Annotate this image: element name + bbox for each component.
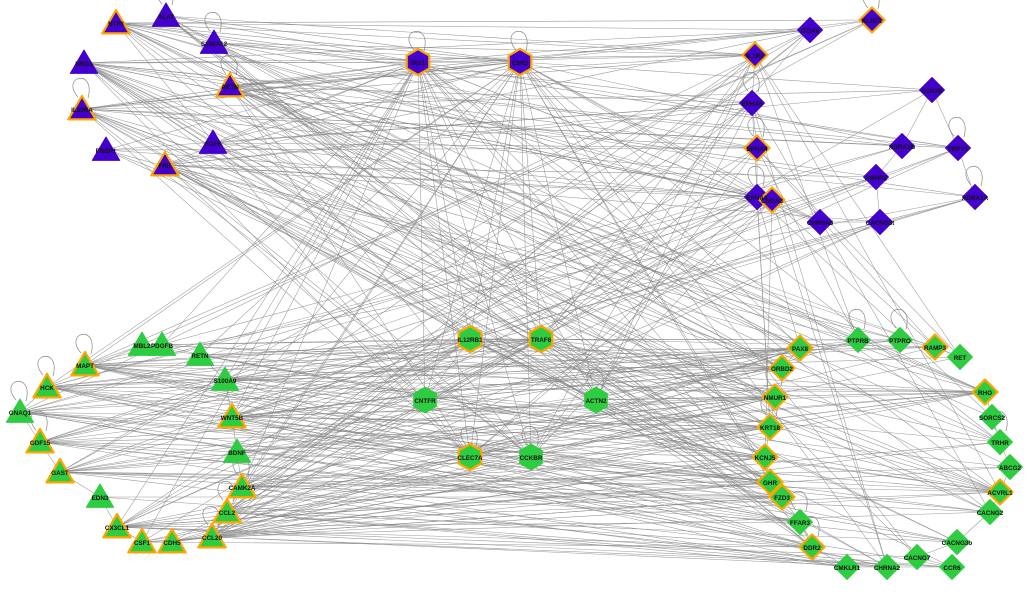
svg-text:FGF9: FGF9 [205, 141, 222, 148]
svg-text:CX3CL1: CX3CL1 [105, 525, 130, 532]
svg-text:ADRA1A: ADRA1A [962, 195, 989, 202]
svg-text:TRHR: TRHR [991, 440, 1009, 447]
svg-text:MBL2: MBL2 [133, 343, 151, 350]
svg-text:RAMP3: RAMP3 [924, 345, 947, 352]
svg-text:FFAR3: FFAR3 [790, 520, 810, 527]
svg-text:PTPRB: PTPRB [847, 338, 869, 345]
svg-text:BDNF: BDNF [228, 450, 246, 457]
svg-text:PTPRO: PTPRO [889, 338, 911, 345]
svg-text:GNAQ1: GNAQ1 [9, 410, 32, 417]
svg-text:KLRF1: KLRF1 [862, 18, 883, 25]
svg-text:CCL20: CCL20 [202, 535, 222, 542]
svg-text:CCKBR: CCKBR [520, 455, 543, 462]
svg-text:DDR2: DDR2 [803, 545, 821, 552]
svg-text:PAX8: PAX8 [792, 346, 808, 353]
svg-text:FZD3: FZD3 [774, 495, 790, 502]
svg-text:S100A9: S100A9 [214, 378, 237, 385]
svg-text:NTF3: NTF3 [108, 21, 124, 28]
svg-text:CACNG7: CACNG7 [904, 555, 931, 562]
svg-text:RET: RET [954, 355, 967, 362]
svg-text:ADRA1B: ADRA1B [889, 144, 916, 151]
svg-text:IL12RB1: IL12RB1 [457, 337, 483, 344]
svg-text:S100A12: S100A12 [201, 41, 228, 48]
svg-text:CHRNA5: CHRNA5 [807, 220, 834, 227]
svg-text:MAPT: MAPT [76, 363, 94, 370]
svg-text:FNBP1: FNBP1 [96, 148, 117, 155]
svg-text:EPHA4: EPHA4 [747, 146, 768, 153]
svg-text:EDN3: EDN3 [92, 495, 109, 502]
svg-text:EPHA5: EPHA5 [742, 101, 763, 108]
svg-text:IL20RA: IL20RA [71, 107, 93, 114]
svg-text:CACNG3b: CACNG3b [942, 540, 973, 547]
svg-text:GHR: GHR [763, 480, 777, 487]
svg-text:ABCG2: ABCG2 [999, 465, 1022, 472]
svg-text:SCN3B: SCN3B [921, 88, 943, 95]
svg-text:CDH5: CDH5 [163, 540, 181, 547]
svg-text:CHRNA2: CHRNA2 [874, 565, 901, 572]
svg-text:ACTN2: ACTN2 [586, 398, 607, 405]
svg-text:ARTN: ARTN [221, 84, 239, 91]
svg-text:ALAT: ALAT [158, 14, 174, 21]
svg-text:PDGFB: PDGFB [151, 343, 173, 350]
svg-text:SORCS2: SORCS2 [979, 415, 1005, 422]
svg-text:WNT5B: WNT5B [221, 415, 244, 422]
svg-text:CNTFR: CNTFR [414, 398, 436, 405]
svg-text:FRK: FRK [159, 163, 172, 170]
svg-text:ACVRL1: ACVRL1 [987, 490, 1013, 497]
svg-text:CSF1: CSF1 [134, 540, 151, 547]
svg-text:NRG1: NRG1 [75, 61, 93, 68]
svg-text:NMUR1: NMUR1 [764, 395, 787, 402]
svg-text:IL1R2: IL1R2 [746, 53, 764, 60]
svg-text:TRPV1: TRPV1 [948, 146, 969, 153]
svg-text:CACNG2: CACNG2 [977, 510, 1004, 517]
svg-text:IRS1: IRS1 [411, 60, 425, 67]
svg-text:GAST: GAST [51, 470, 69, 477]
svg-text:ORBD2: ORBD2 [771, 366, 794, 373]
svg-text:RHO: RHO [978, 390, 992, 397]
svg-text:CNGA3: CNGA3 [761, 198, 784, 205]
svg-text:AMHR2: AMHR2 [865, 175, 888, 182]
svg-text:TRAF6: TRAF6 [531, 337, 552, 344]
svg-text:GDF15: GDF15 [30, 440, 51, 447]
svg-text:KRT18: KRT18 [760, 425, 780, 432]
svg-text:CAMK2A: CAMK2A [229, 485, 256, 492]
svg-text:ESR2: ESR2 [512, 60, 529, 67]
svg-text:RETN: RETN [191, 353, 209, 360]
svg-text:CMKLR1: CMKLR1 [834, 565, 861, 572]
svg-text:CCR6: CCR6 [943, 565, 961, 572]
svg-text:HCK: HCK [40, 385, 54, 392]
svg-text:ITGA8: ITGA8 [801, 28, 820, 35]
svg-text:CCL2: CCL2 [219, 510, 236, 517]
svg-text:KCNJ5: KCNJ5 [755, 455, 776, 462]
svg-text:CACNG3t: CACNG3t [866, 220, 896, 227]
svg-text:CLEC7A: CLEC7A [457, 455, 483, 462]
